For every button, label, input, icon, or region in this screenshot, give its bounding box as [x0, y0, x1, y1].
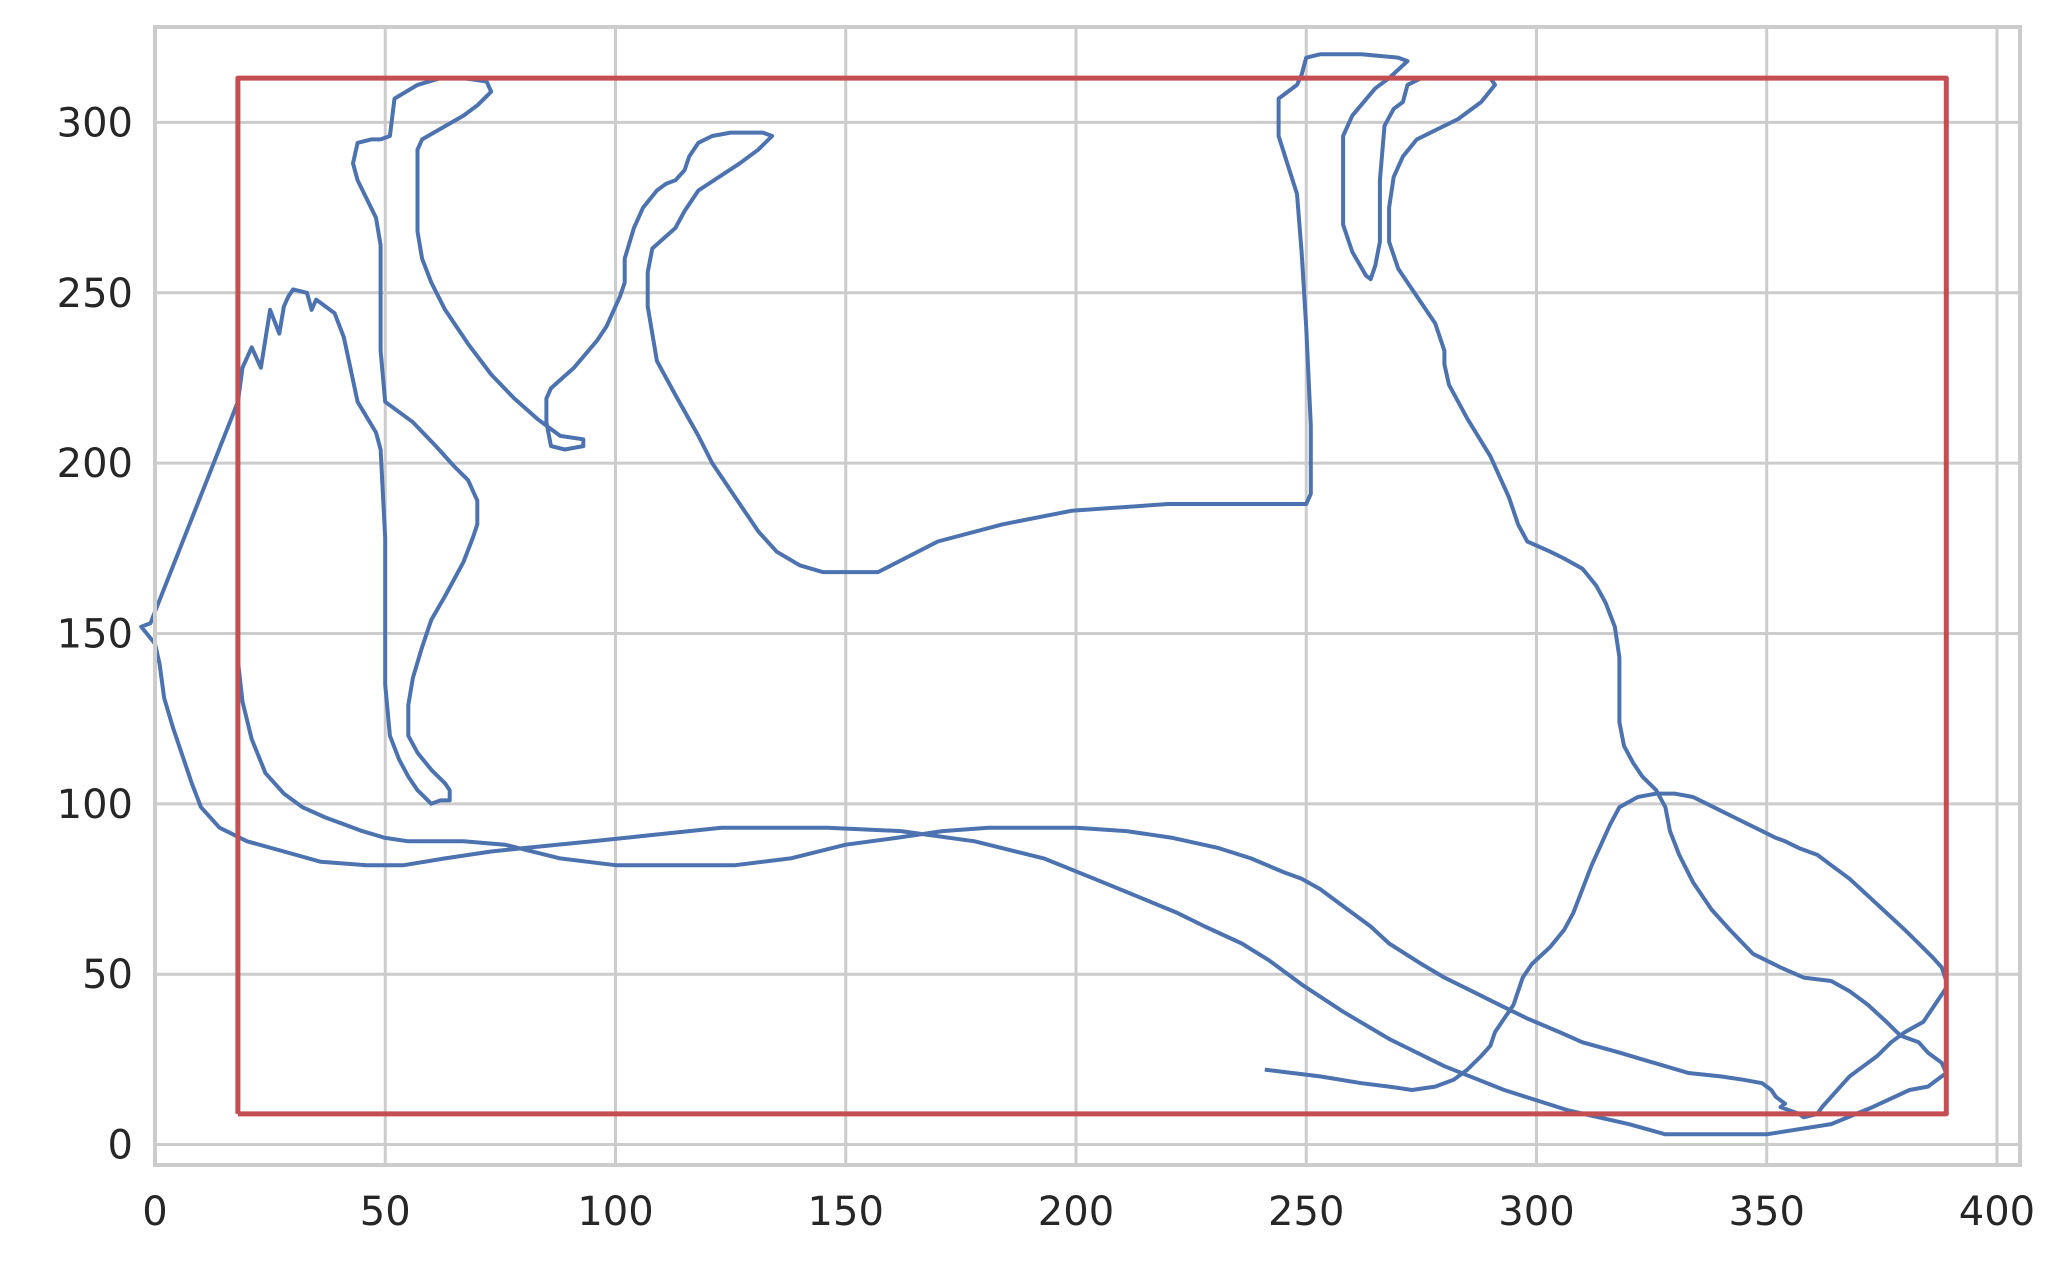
x-tick-label: 250	[1268, 1189, 1344, 1235]
y-tick-label: 300	[57, 100, 133, 146]
bounding-box-rect	[235, 75, 1949, 1117]
y-tick-label: 200	[57, 441, 133, 487]
x-tick-label: 150	[808, 1189, 884, 1235]
y-tick-label: 250	[57, 271, 133, 317]
plot-frame	[153, 25, 2022, 1167]
grid	[153, 27, 2020, 1165]
x-tick-label: 300	[1498, 1189, 1574, 1235]
x-tick-label: 50	[360, 1189, 411, 1235]
series-layer	[139, 52, 1949, 1137]
y-axis-ticks: 0 50 100 150 200 250 300	[57, 100, 133, 1168]
x-tick-label: 100	[577, 1189, 653, 1235]
y-tick-label: 150	[57, 611, 133, 657]
x-axis-ticks: 0 50 100 150 200 250 300 350 400	[142, 1189, 2035, 1235]
y-tick-label: 50	[82, 952, 133, 998]
y-tick-label: 0	[108, 1123, 133, 1169]
y-tick-label: 100	[57, 782, 133, 828]
x-tick-label: 400	[1959, 1189, 2035, 1235]
outline-series-line	[235, 660, 1949, 1120]
x-tick-label: 0	[142, 1189, 167, 1235]
x-tick-label: 350	[1729, 1189, 1805, 1235]
outline-series-line	[139, 52, 1949, 1137]
x-tick-label: 200	[1038, 1189, 1114, 1235]
